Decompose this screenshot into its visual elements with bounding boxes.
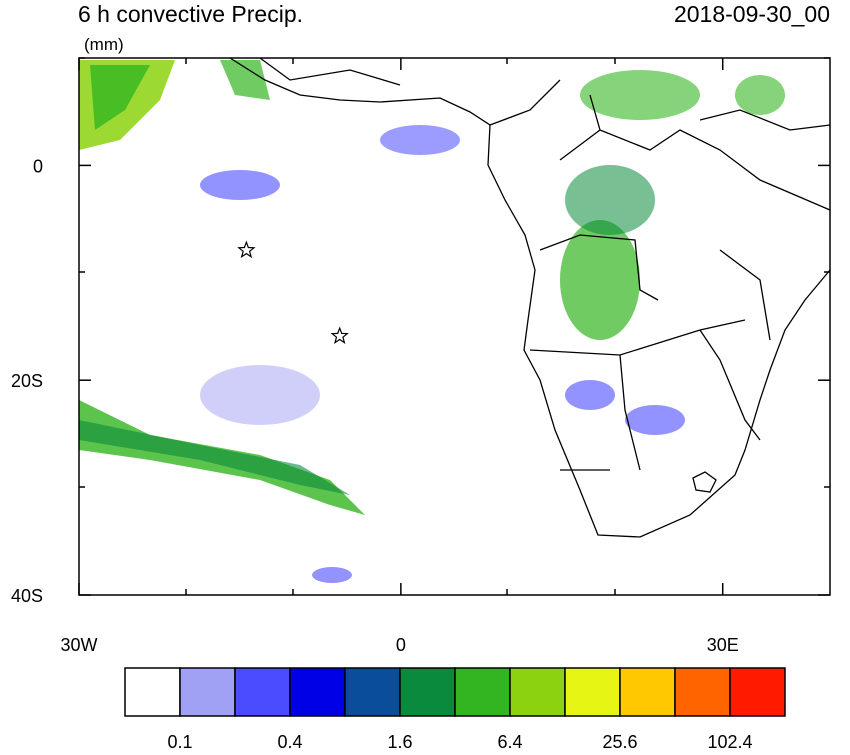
title: 6 h convective Precip. [78,1,303,27]
color-box [729,667,786,717]
colorbar: 0.1 0.4 1.6 6.4 25.6 102.4 [124,667,786,752]
color-box [179,667,236,717]
color-box [344,667,401,717]
colorbar-label: 0.1 [167,732,192,750]
precip-field [79,60,785,583]
y-tick-label: 40S [11,586,43,606]
units: (mm) [84,35,124,54]
color-box [399,667,456,717]
color-box [124,667,181,717]
axes: 30W 0 30E 0 20S 40S [11,58,830,655]
x-tick-label: 30W [60,635,97,655]
y-tick-label: 20S [11,371,43,391]
colorbar-label: 6.4 [497,732,522,750]
colorbar-label: 0.4 [277,732,302,750]
color-box [234,667,291,717]
station-star [237,240,256,259]
color-box [509,667,566,717]
colorbar-label: 102.4 [707,732,752,750]
x-tick-label: 0 [396,635,406,655]
minor-ticks [79,57,830,595]
colorbar-label: 1.6 [387,732,412,750]
x-tick-label: 30E [707,635,739,655]
color-box [564,667,621,717]
coastline [229,57,831,538]
date: 2018-09-30_00 [674,1,830,27]
station-star [330,326,349,344]
color-box [289,667,346,717]
colorbar-label: 25.6 [602,732,637,750]
color-box [619,667,676,717]
y-tick-label: 0 [33,156,43,176]
map-frame [78,57,831,596]
color-box [454,667,511,717]
color-box [674,667,731,717]
stars [237,240,349,344]
